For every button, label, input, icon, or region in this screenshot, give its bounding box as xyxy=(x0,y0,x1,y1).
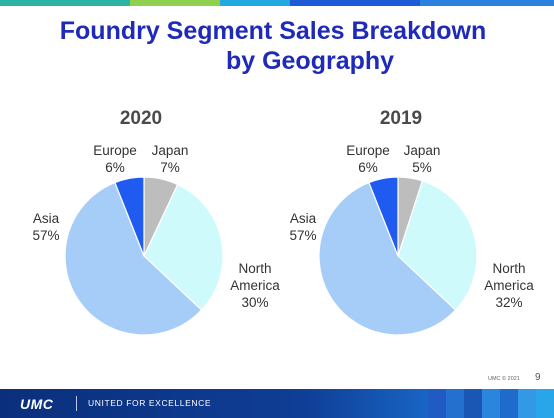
label-text-2: America xyxy=(484,278,534,293)
chart-2020-label-europe: Europe 6% xyxy=(82,142,148,176)
label-value: 32% xyxy=(495,295,523,310)
pie-slice-europe xyxy=(114,176,145,257)
label-text: Asia xyxy=(32,211,60,226)
chart-2020-label-japan: Japan 7% xyxy=(146,142,194,176)
umc-logo: UMC xyxy=(20,396,54,412)
chart-2019-label-japan: Japan 5% xyxy=(398,142,446,176)
pie-slice-europe xyxy=(368,176,399,257)
chart-2020-title: 2020 xyxy=(119,108,163,129)
chart-2019-label-europe: Europe 6% xyxy=(335,142,401,176)
pie-slice-north-america xyxy=(143,183,224,311)
top-accent-bar xyxy=(0,0,554,6)
copyright-text: UMC © 2021 xyxy=(488,376,520,382)
chart-2019-label-asia: Asia 57% xyxy=(277,210,329,244)
label-text: Japan xyxy=(151,143,189,158)
label-text: Europe xyxy=(346,143,390,158)
footer-divider xyxy=(76,396,77,411)
slide-title-line1: Foundry Segment Sales Breakdown xyxy=(59,17,487,45)
pie-chart-2019 xyxy=(318,176,478,336)
label-text: North xyxy=(492,261,526,276)
chart-2020-label-asia: Asia 57% xyxy=(20,210,72,244)
pie-slice-north-america xyxy=(397,180,478,311)
label-text: Japan xyxy=(403,143,441,158)
footer-bar: UMC UNITED FOR EXCELLENCE xyxy=(0,389,554,418)
chart-2019-label-north-america: North America 32% xyxy=(476,260,542,311)
label-text-2: America xyxy=(230,278,280,293)
label-value: 6% xyxy=(358,160,378,175)
pie-slice-asia xyxy=(64,181,203,336)
label-value: 57% xyxy=(32,228,60,243)
slide-title-line2: by Geography xyxy=(225,47,395,75)
label-value: 7% xyxy=(160,160,180,175)
footer-tiles xyxy=(428,389,554,418)
chart-2019-title: 2019 xyxy=(379,108,423,129)
label-text: Europe xyxy=(93,143,137,158)
slide-title: Foundry Segment Sales Breakdown by Geogr… xyxy=(0,16,554,76)
label-text: Asia xyxy=(289,211,317,226)
pie-slice-asia xyxy=(318,181,457,336)
pie-chart-2020 xyxy=(64,176,224,336)
chart-2020-label-north-america: North America 30% xyxy=(222,260,288,311)
label-value: 57% xyxy=(289,228,317,243)
label-value: 5% xyxy=(412,160,432,175)
label-text: North xyxy=(238,261,272,276)
footer-slogan: UNITED FOR EXCELLENCE xyxy=(88,398,212,408)
label-value: 6% xyxy=(105,160,125,175)
label-value: 30% xyxy=(241,295,269,310)
page-number: 9 xyxy=(535,372,541,383)
